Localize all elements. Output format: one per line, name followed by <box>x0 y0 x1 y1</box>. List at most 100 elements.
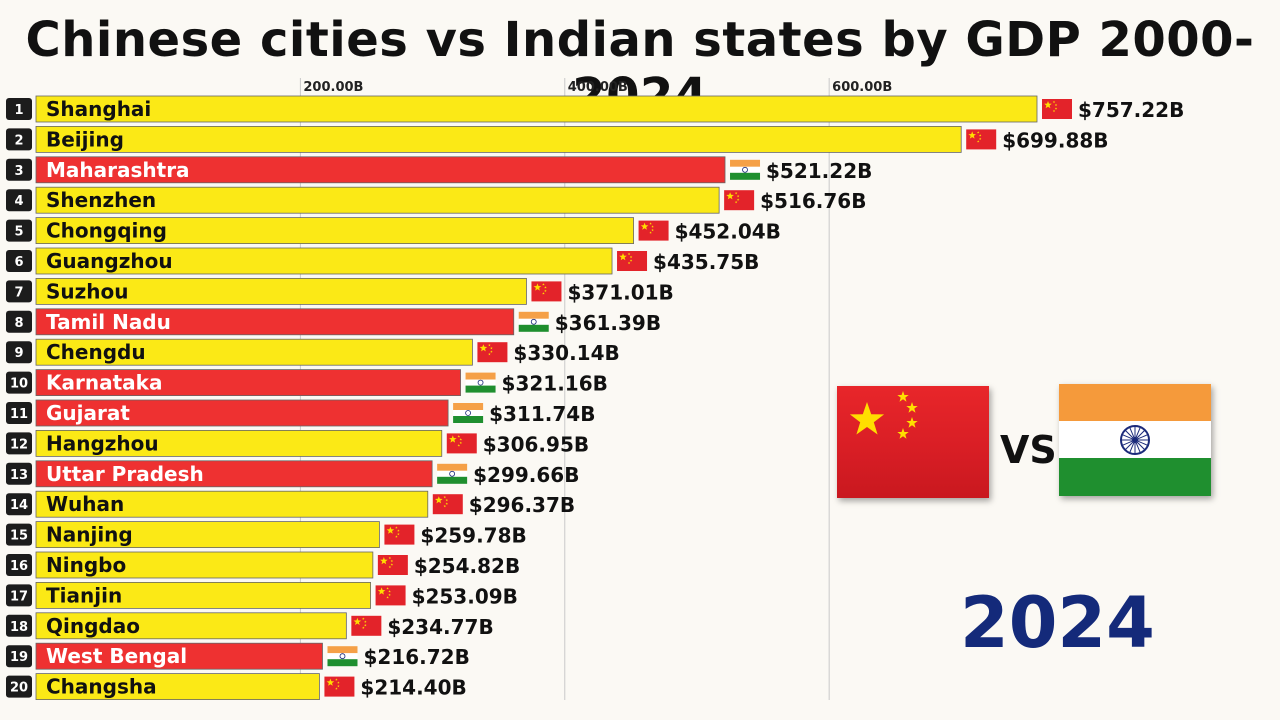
rank-badge <box>6 371 32 394</box>
flag-star <box>968 131 976 139</box>
flag-star <box>395 535 398 538</box>
china-flag-icon <box>377 555 408 575</box>
flag-star <box>490 350 493 353</box>
flag-stripe <box>465 379 496 386</box>
bar-name-label: Beijing <box>46 127 124 151</box>
bar <box>35 551 374 579</box>
flag-star <box>337 681 340 684</box>
bar-name-label: Chengdu <box>46 340 146 364</box>
flag-star <box>388 565 392 569</box>
rank-badge <box>6 432 32 455</box>
flag-star <box>979 137 982 140</box>
china-flag-large-star <box>849 402 885 435</box>
flag-star <box>533 283 542 291</box>
flag-star <box>640 222 649 230</box>
bar <box>35 673 320 700</box>
bar-row: 1 Shanghai $757.22B <box>6 95 1184 123</box>
flag-stripe <box>465 372 496 380</box>
flag-star <box>734 200 738 204</box>
bar-value-label: $254.82B <box>414 554 520 578</box>
bar-value-label: $306.95B <box>483 432 589 456</box>
rank-badge <box>6 250 32 272</box>
bar <box>35 308 515 336</box>
bar-value-label: $521.22B <box>766 159 872 183</box>
china-flag-small-star <box>906 402 918 413</box>
rank-number: 6 <box>14 255 23 270</box>
bar-name-label: West Bengal <box>46 644 187 668</box>
flag-star <box>362 626 365 629</box>
bar-row: 6 Guangzhou $435.75B <box>6 247 759 275</box>
rank-badge <box>6 584 32 607</box>
flag-stripe <box>465 385 496 393</box>
flag-stripe <box>518 324 549 332</box>
ashoka-chakra <box>742 166 748 173</box>
flag-star <box>734 191 738 195</box>
flag-star <box>726 192 734 200</box>
rank-badge <box>6 462 32 485</box>
china-flag-icon <box>531 281 562 302</box>
flag-star <box>629 259 633 262</box>
flag-star <box>337 684 340 688</box>
rank-number: 3 <box>14 164 23 179</box>
bar-name-label: Guangzhou <box>46 249 173 273</box>
flag-star <box>380 557 388 565</box>
bar-value-label: $259.78B <box>420 524 526 548</box>
rank-number: 2 <box>14 133 23 148</box>
bar-value-label: $757.22B <box>1078 98 1184 122</box>
china-flag-icon <box>324 676 355 697</box>
china-flag-icon <box>375 585 406 606</box>
flag-star <box>542 283 545 286</box>
bar-name-label: Suzhou <box>46 279 129 303</box>
flag-stripe <box>453 403 484 410</box>
bar-row: 5 Chongqing $452.04B <box>6 217 781 245</box>
bar-row: 19 West Bengal $216.72B <box>6 642 470 670</box>
flag-star <box>736 194 740 198</box>
bar-name-label: Uttar Pradesh <box>46 462 204 486</box>
bar-name-label: Karnataka <box>46 371 162 395</box>
china-flag-icon <box>1042 99 1072 119</box>
bar-value-label: $699.88B <box>1002 128 1108 152</box>
flag-star <box>649 231 652 234</box>
flag-star <box>388 590 391 593</box>
bar-value-label: $214.40B <box>360 676 466 700</box>
flag-stripe <box>453 416 484 423</box>
rank-number: 10 <box>10 377 28 392</box>
bar-value-label: $216.72B <box>363 645 469 669</box>
bar-row: 2 Beijing $699.88B <box>6 126 1109 153</box>
bar-row: 13 Uttar Pradesh $299.66B <box>6 460 579 488</box>
flag-stripe <box>437 463 468 471</box>
rank-badge <box>6 219 32 242</box>
bar-name-label: Qingdao <box>46 614 140 638</box>
rank-badge <box>6 402 32 424</box>
ashoka-chakra <box>530 318 537 325</box>
china-flag-icon <box>837 386 989 498</box>
bar-value-label: $435.75B <box>653 250 759 274</box>
flag-stripe <box>437 470 468 477</box>
flag-star <box>364 624 367 627</box>
flag-star <box>362 617 365 620</box>
rank-badge <box>6 645 32 668</box>
rank-number: 8 <box>14 316 23 331</box>
bar <box>35 156 726 184</box>
rank-badge <box>6 280 32 303</box>
bar <box>35 460 433 488</box>
flag-star <box>457 435 460 438</box>
bar-name-label: Shenzhen <box>46 188 156 212</box>
flag-stripe <box>327 646 358 654</box>
year-label: 2024 <box>960 582 1155 664</box>
bar <box>35 429 443 457</box>
bar <box>35 95 1038 123</box>
flag-star <box>1054 103 1058 107</box>
bar-value-label: $361.39B <box>555 311 661 335</box>
bar <box>35 490 429 518</box>
rank-badge <box>6 554 32 576</box>
china-flag-icon <box>477 342 508 363</box>
flag-star <box>1044 101 1052 109</box>
bar-row: 17 Tianjin $253.09B <box>6 582 518 609</box>
rank-badge <box>6 341 32 364</box>
flag-star <box>490 346 493 350</box>
flag-star <box>397 529 400 532</box>
flag-star <box>479 344 488 352</box>
flag-star <box>449 435 457 443</box>
flag-star <box>544 286 547 289</box>
